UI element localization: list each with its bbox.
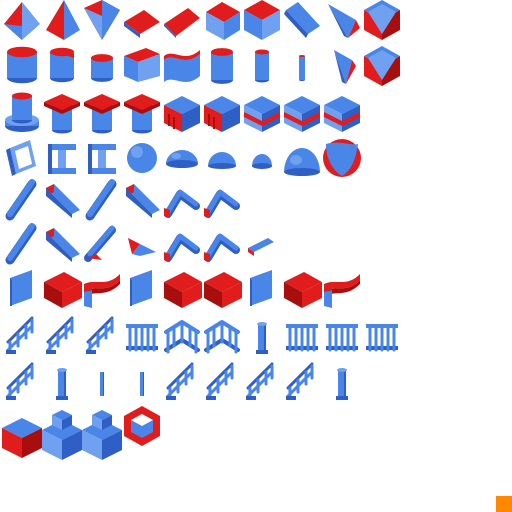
sprite-curved-wall <box>162 46 202 86</box>
sprite-stair-rail <box>42 316 82 356</box>
sprite-crate <box>202 92 242 132</box>
sprite-ramp-flat <box>122 0 162 40</box>
sprite-i-beam <box>42 138 82 178</box>
sprite-cylinder-tall <box>202 46 242 86</box>
sprite-crate <box>162 92 202 132</box>
sprite-fence-gate <box>322 316 362 356</box>
sprite-fence-gate <box>282 316 322 356</box>
sprite-dome-half <box>162 138 202 178</box>
sprite-fence-double <box>162 316 202 356</box>
sprite-beam-bent <box>202 224 242 264</box>
sprite-wall-panel <box>2 270 42 310</box>
sprite-cylinder-wide <box>2 46 42 86</box>
sprite-stair-rail <box>2 316 42 356</box>
sprite-roof-block-red <box>242 0 282 40</box>
sprite-diamond-cap <box>362 46 402 86</box>
sprite-beam-flat <box>122 180 162 220</box>
sprite-pyramid <box>42 0 82 40</box>
sprite-stair-rail <box>202 362 242 402</box>
sprite-beam-bent <box>162 180 202 220</box>
sprite-cylinder-small <box>82 46 122 86</box>
sprite-dome-large <box>282 138 322 178</box>
sprite-fence-gate <box>362 316 402 356</box>
sprite-step-stack <box>82 406 122 460</box>
sprite-stair-rail <box>162 362 202 402</box>
sprite-wedge-small <box>122 224 162 264</box>
orange-marker-square <box>496 496 512 512</box>
sprite-roof-block <box>202 0 242 40</box>
sprite-pyramid-corner <box>82 0 122 40</box>
sprite-cube-red <box>42 270 82 310</box>
sprite-wall-panel <box>122 270 162 310</box>
sprite-cylinder-sliced <box>42 46 82 86</box>
sprite-crate-band <box>242 92 282 132</box>
sprite-dome-quarter <box>202 138 242 178</box>
sprite-post <box>42 362 82 402</box>
sprite-hex-ring <box>122 406 162 446</box>
sprite-roof-split <box>2 0 42 40</box>
sprite-step-block <box>2 406 42 458</box>
sprite-dome-small <box>242 138 282 178</box>
sprite-cap-pillar <box>82 92 122 134</box>
sprite-post <box>242 316 282 356</box>
sprite-post-thin <box>122 362 162 402</box>
sprite-dome-faceted <box>322 138 362 178</box>
sprite-post <box>322 362 362 402</box>
sprite-beam-steep <box>82 179 122 221</box>
sprite-slope-corner <box>322 0 362 40</box>
sprite-fence-double <box>202 316 242 356</box>
sprite-stair-rail <box>242 362 282 402</box>
sprite-cylinder-thin <box>242 46 282 86</box>
sprite-column-base <box>2 92 42 132</box>
sprite-wall-panel <box>242 270 282 310</box>
sprite-step-stack <box>42 406 82 460</box>
sprite-cap-pillar <box>122 92 162 134</box>
sprite-cube-red <box>202 270 242 310</box>
sprite-cube-red <box>282 270 322 310</box>
sprite-curved-wall-red <box>82 270 122 310</box>
sprite-ramp-flat-tall <box>162 0 202 40</box>
sprite-cap-pillar <box>42 92 82 134</box>
sprite-pipe-thin <box>282 46 322 86</box>
sprite-beam-bent <box>162 224 202 264</box>
sprite-beam-steep <box>2 179 42 221</box>
sprite-stair-rail <box>2 362 42 402</box>
sprite-diamond-cap <box>362 0 402 40</box>
sprite-crate-band <box>282 92 322 132</box>
sprite-slope-plate <box>282 0 322 40</box>
sprite-beam-flat <box>42 224 82 264</box>
sprite-beam-bent <box>202 180 242 220</box>
sprite-beam-flat <box>42 180 82 220</box>
sprite-post-thin <box>82 362 122 402</box>
sprite-wide-box-red <box>122 46 162 86</box>
sprite-curved-wall-red <box>322 270 362 310</box>
sprite-beam-steep <box>2 223 42 265</box>
sprite-i-beam <box>82 138 122 178</box>
sprite-spike <box>322 46 362 86</box>
sprite-crate-band <box>322 92 362 132</box>
sprite-fence-gate <box>122 316 162 356</box>
sprite-sphere <box>122 138 162 178</box>
sprite-stair-rail <box>82 316 122 356</box>
sprite-frame <box>2 138 42 178</box>
sprite-stair-rail <box>282 362 322 402</box>
sprite-ramp-diag <box>82 224 122 264</box>
sprite-cube-red <box>162 270 202 310</box>
sprite-bar-small <box>242 224 282 264</box>
